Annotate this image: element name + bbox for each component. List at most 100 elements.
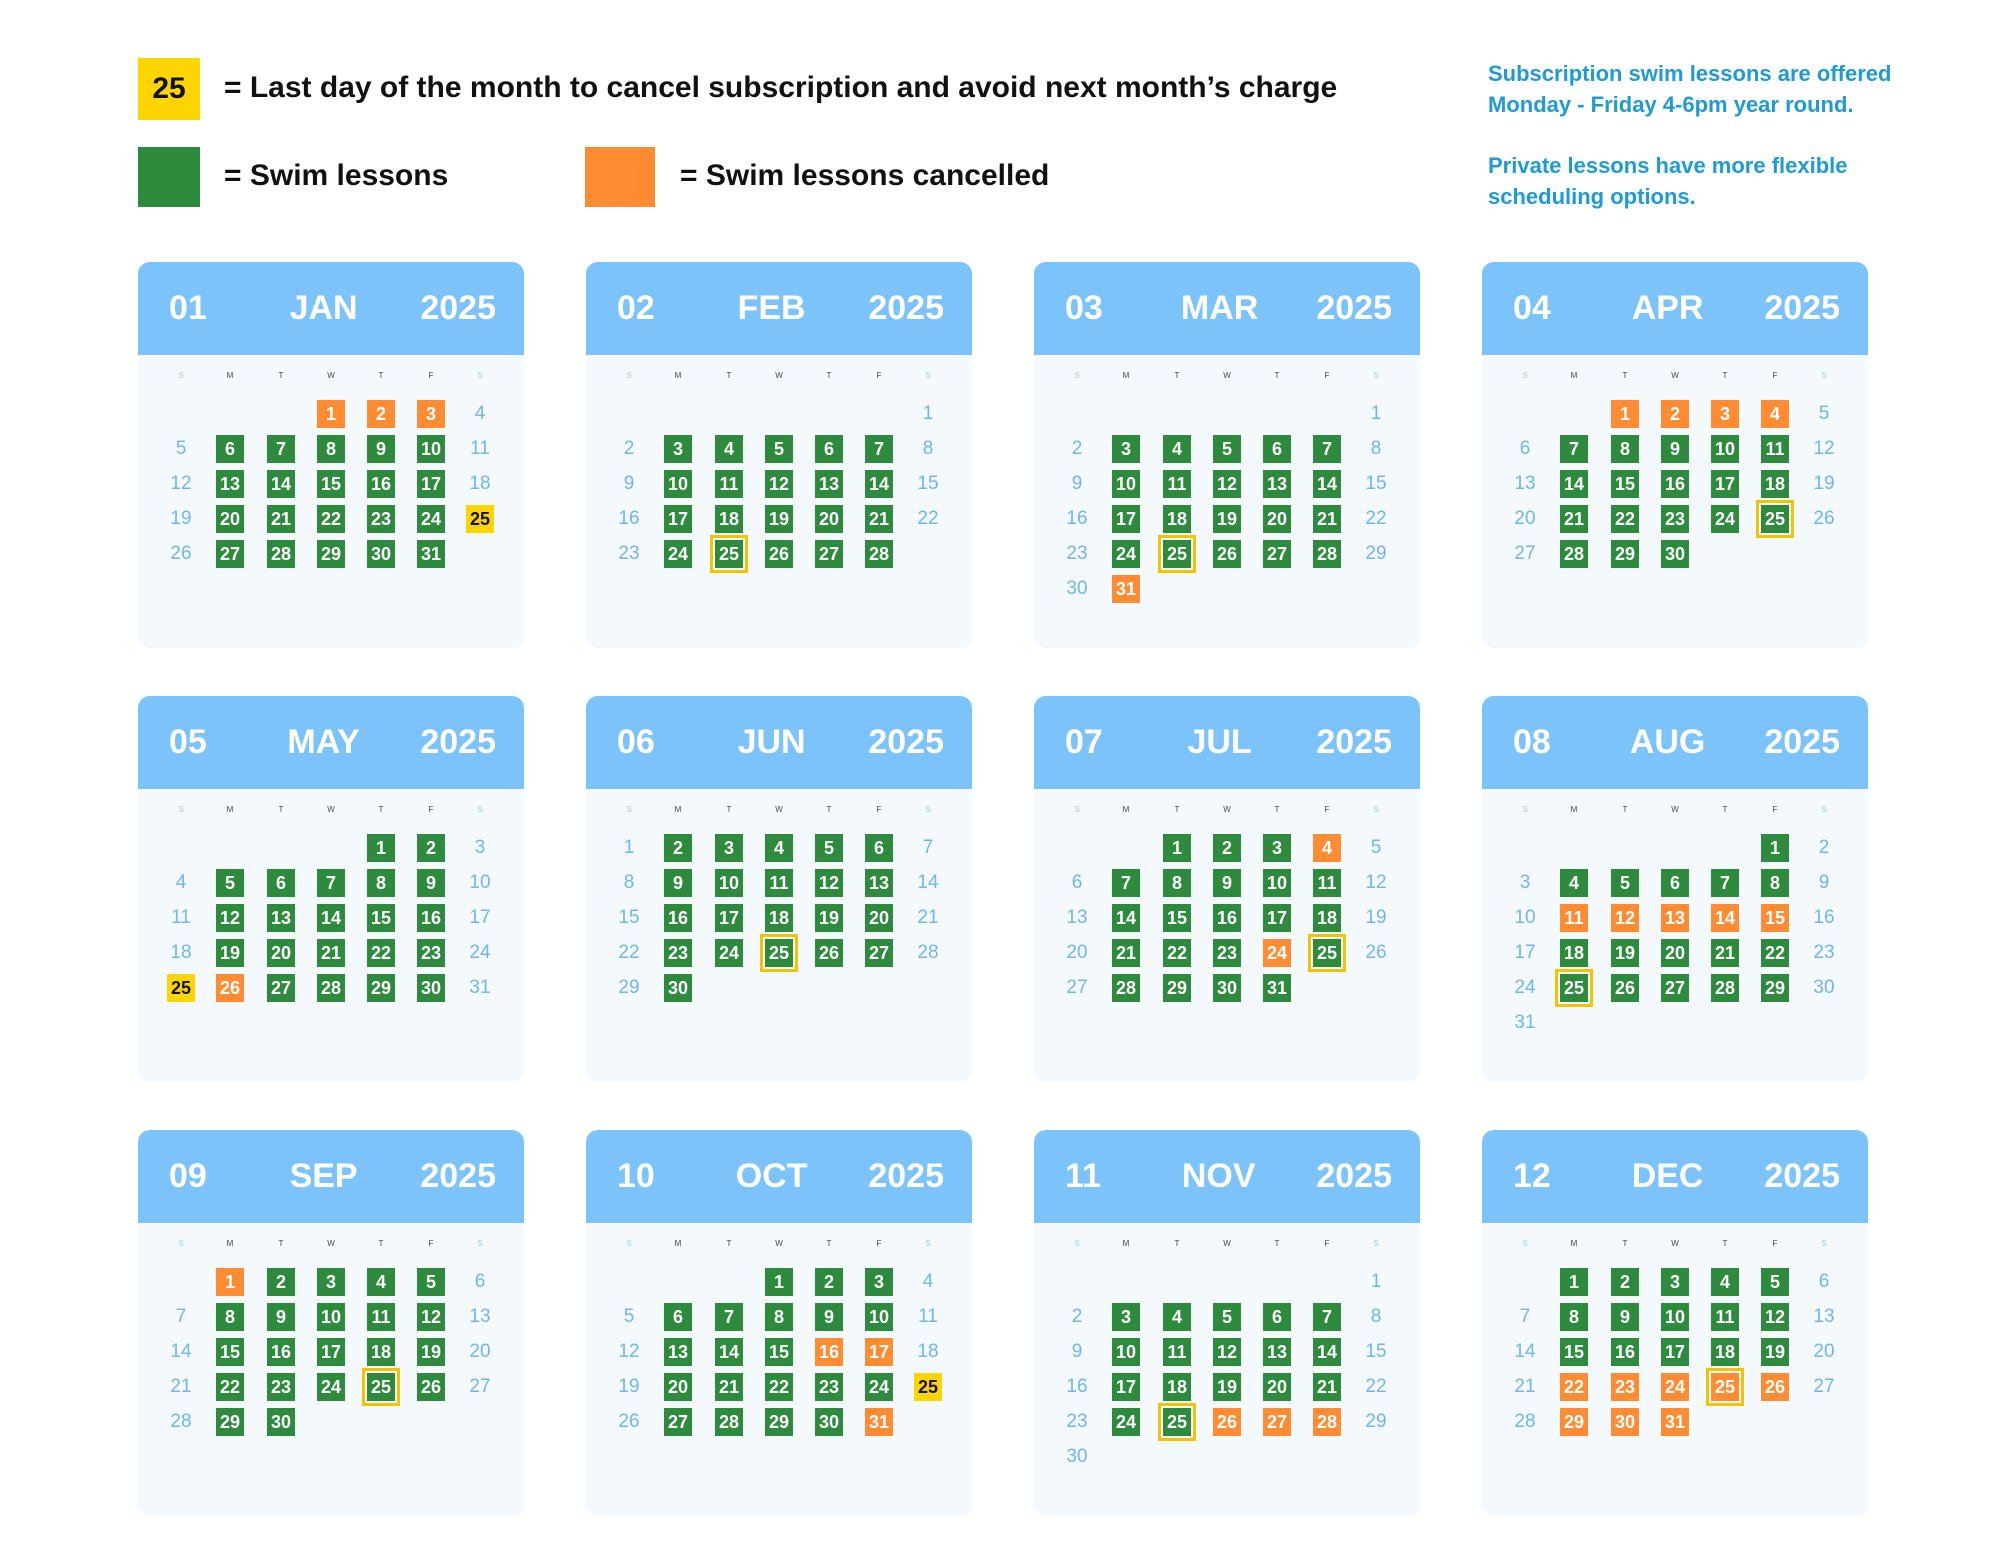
day-cell: 2	[417, 834, 445, 862]
month-day-grid: S M T W T F S 1 2 3 4 5 6 7 8 9 10 11 12 13 14 15 16 17 18 19 20 21…	[586, 355, 972, 648]
day-cell: 29	[1365, 543, 1387, 564]
day-cell: 18	[1560, 939, 1588, 967]
weekday-label: T	[378, 805, 384, 814]
day-cell: 12	[216, 904, 244, 932]
day-cell: 13	[865, 869, 893, 897]
weekday-label: M	[1122, 371, 1130, 380]
day-cell: 28	[1313, 1408, 1341, 1436]
day-cell: 2	[267, 1268, 295, 1296]
day-cell: 14	[917, 872, 939, 893]
day-cell: 16	[1213, 904, 1241, 932]
day-cell: 8	[765, 1303, 793, 1331]
weekday-label: S	[1522, 805, 1528, 814]
weekday-label: S	[1522, 1239, 1528, 1248]
month-calendar-sep: 09 SEP 2025 S M T W T F S 1 2 3 4 5 6 7 8 9 10 11 12 13 14 15 16 1…	[138, 1130, 524, 1516]
weekday-label: M	[226, 1239, 234, 1248]
day-cell: 17	[1661, 1338, 1689, 1366]
day-cell: 10	[1661, 1303, 1689, 1331]
day-cell: 17	[715, 904, 743, 932]
day-cell: 29	[1365, 1411, 1387, 1432]
info-panel: Subscription swim lessons are offered Mo…	[1488, 58, 1928, 242]
day-cell: 16	[1661, 470, 1689, 498]
day-cell: 24	[1112, 540, 1140, 568]
weekday-label: T	[278, 1239, 284, 1248]
month-number: 09	[169, 1157, 207, 1195]
day-cell: 6	[1661, 869, 1689, 897]
weekday-label: T	[826, 1239, 832, 1248]
day-cell: 6	[865, 834, 893, 862]
day-cell: 1	[1370, 1271, 1382, 1292]
day-cell: 25	[1555, 969, 1593, 1007]
day-cell: 8	[922, 438, 934, 459]
weekday-label: T	[378, 1239, 384, 1248]
day-cell: 1	[1163, 834, 1191, 862]
day-cell: 21	[715, 1373, 743, 1401]
weekday-label: T	[1274, 805, 1280, 814]
day-cell: 14	[1514, 1341, 1536, 1362]
day-cell: 24	[317, 1373, 345, 1401]
weekday-label: T	[1722, 805, 1728, 814]
weekday-label: M	[226, 371, 234, 380]
month-number: 01	[169, 289, 207, 327]
day-cell: 25	[760, 934, 798, 972]
day-cell: 3	[417, 400, 445, 428]
day-cell: 22	[618, 942, 640, 963]
day-cell: 18	[170, 942, 192, 963]
day-cell: 11	[1163, 470, 1191, 498]
day-cell: 11	[171, 907, 191, 928]
day-cell: 25	[1308, 934, 1346, 972]
day-cell: 21	[865, 505, 893, 533]
day-cell: 26	[765, 540, 793, 568]
weekday-label: T	[278, 805, 284, 814]
day-cell: 26	[417, 1373, 445, 1401]
day-cell: 11	[470, 438, 490, 459]
day-cell: 26	[815, 939, 843, 967]
day-cell: 18	[715, 505, 743, 533]
day-cell: 11	[1313, 869, 1341, 897]
day-cell: 1	[765, 1268, 793, 1296]
day-cell: 2	[1661, 400, 1689, 428]
day-cell: 6	[1263, 435, 1291, 463]
day-cell: 6	[1071, 872, 1083, 893]
day-cell: 16	[618, 508, 640, 529]
month-day-grid: S M T W T F S 1 2 3 4 5 6 7 8 9 10 11 12 13 14 15 16 17 18 19 20 21…	[138, 789, 524, 1082]
day-cell: 31	[1112, 575, 1140, 603]
day-cell: 26	[1213, 540, 1241, 568]
day-cell: 18	[1761, 470, 1789, 498]
day-cell: 22	[1163, 939, 1191, 967]
day-cell: 1	[1761, 834, 1789, 862]
day-cell: 5	[417, 1268, 445, 1296]
month-name: JUN	[737, 723, 806, 761]
day-cell: 23	[1661, 505, 1689, 533]
day-cell: 3	[715, 834, 743, 862]
month-calendar-nov: 11 NOV 2025 S M T W T F S 1 2 3 4 5 6 7 8 9 10 11 12 13 14 15 16 1…	[1034, 1130, 1420, 1516]
day-cell: 29	[1611, 540, 1639, 568]
day-cell: 28	[865, 540, 893, 568]
day-cell: 15	[1365, 473, 1387, 494]
day-cell: 5	[1370, 837, 1382, 858]
day-cell: 4	[1163, 1303, 1191, 1331]
day-cell: 11	[715, 470, 743, 498]
month-calendar-jul: 07 JUL 2025 S M T W T F S 1 2 3 4 5 6 7 8 9 10 11 12 13 14 15 16 1…	[1034, 696, 1420, 1082]
info-subscription-text: Subscription swim lessons are offered Mo…	[1488, 61, 1892, 117]
month-day-grid: S M T W T F S 1 2 3 4 5 6 7 8 9 10 11 12 13 14 15 16 17 18 19 20 21…	[138, 1223, 524, 1516]
day-cell: 12	[618, 1341, 640, 1362]
day-cell: 7	[1560, 435, 1588, 463]
day-cell: 2	[1611, 1268, 1639, 1296]
day-cell: 21	[1514, 1376, 1536, 1397]
day-cell: 15	[1365, 1341, 1387, 1362]
day-cell: 26	[618, 1411, 640, 1432]
weekday-label: T	[826, 805, 832, 814]
day-cell: 4	[1163, 435, 1191, 463]
day-cell: 10	[664, 470, 692, 498]
day-cell: 6	[664, 1303, 692, 1331]
day-cell: 24	[1661, 1373, 1689, 1401]
month-header: 05 MAY 2025	[138, 696, 524, 789]
month-year: 2025	[1316, 723, 1392, 761]
day-cell: 2	[1818, 837, 1830, 858]
month-name: JUL	[1187, 723, 1252, 761]
day-cell: 6	[815, 435, 843, 463]
day-cell: 20	[664, 1373, 692, 1401]
day-cell: 31	[865, 1408, 893, 1436]
weekday-label: S	[477, 1239, 483, 1248]
